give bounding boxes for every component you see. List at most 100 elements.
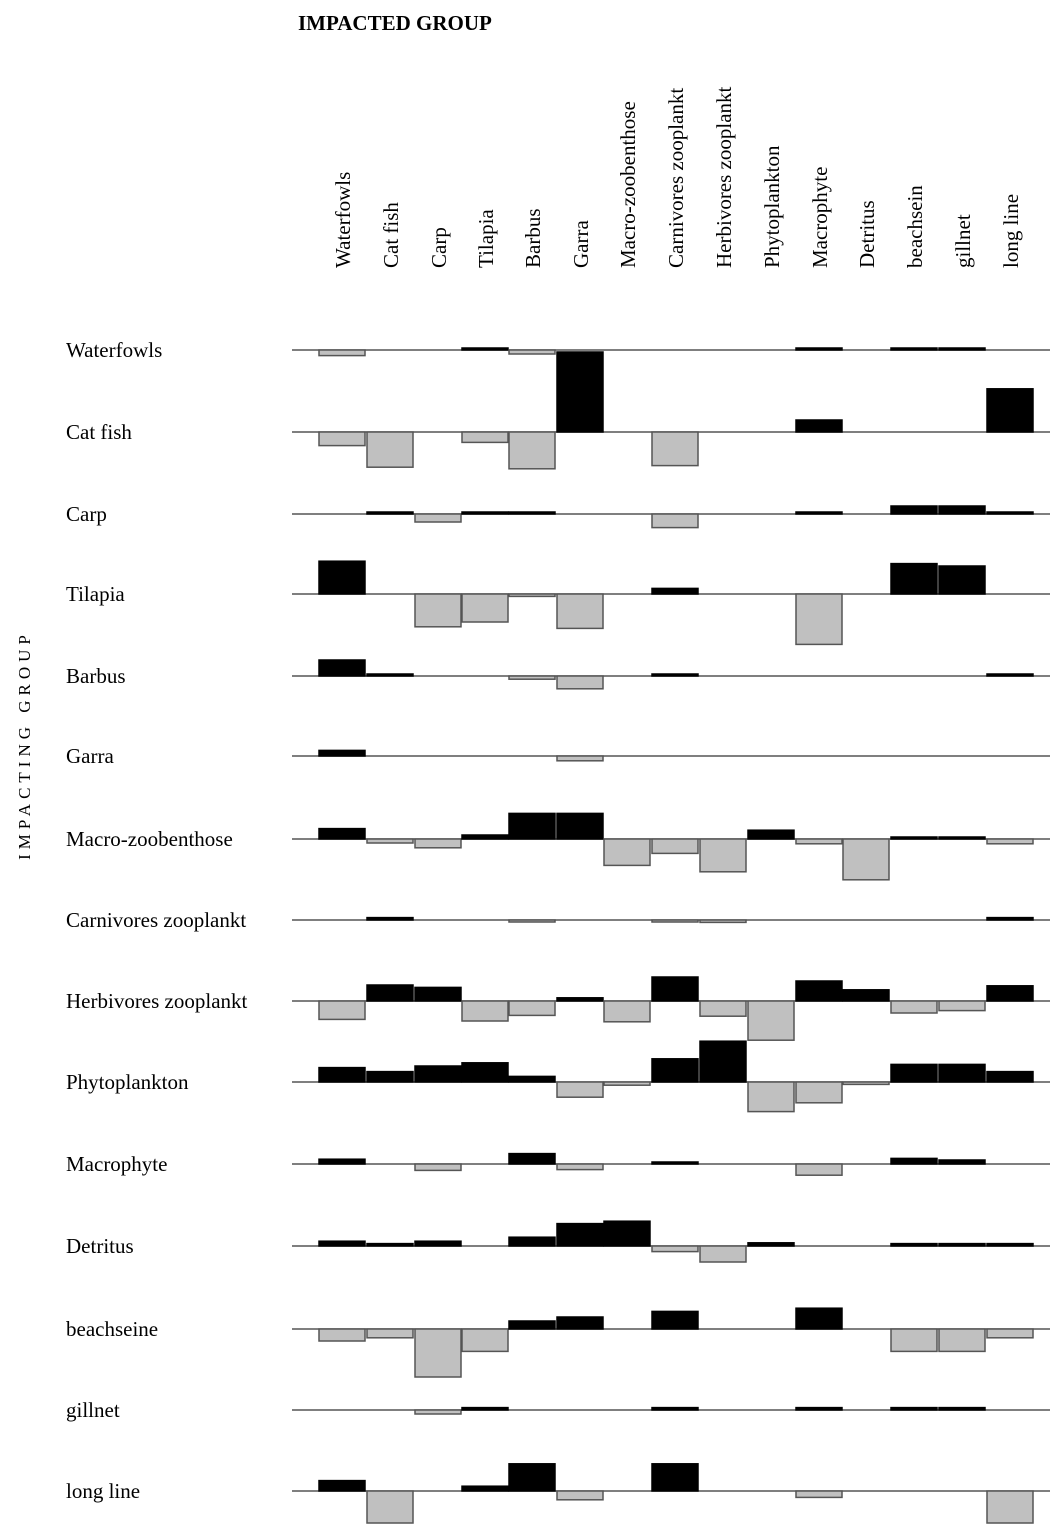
impacting-group-label: Carp xyxy=(66,502,107,526)
negative-impact-bar xyxy=(508,675,556,680)
positive-impact-bar xyxy=(461,834,509,840)
negative-impact-bar xyxy=(318,1328,366,1342)
positive-impact-bar xyxy=(366,673,414,677)
impacting-group-label: Macro-zoobenthose xyxy=(66,827,233,851)
positive-impact-bar xyxy=(651,1161,699,1165)
positive-impact-bar xyxy=(747,1242,795,1247)
positive-impact-bar xyxy=(556,1316,604,1330)
negative-impact-bar xyxy=(414,513,462,523)
positive-impact-bar xyxy=(938,1159,986,1165)
negative-impact-bar xyxy=(603,838,651,867)
negative-impact-bar xyxy=(508,431,556,470)
impacted-group-label: Garra xyxy=(569,220,593,268)
positive-impact-bar xyxy=(795,419,843,433)
negative-impact-bar xyxy=(508,1000,556,1017)
impacting-group-label: Tilapia xyxy=(66,582,125,606)
positive-impact-bar xyxy=(699,1040,747,1083)
negative-impact-bar xyxy=(986,1328,1034,1339)
impacted-group-label: Waterfowls xyxy=(331,172,355,268)
impacting-group-label: gillnet xyxy=(66,1398,120,1422)
positive-impact-bar xyxy=(795,511,843,515)
positive-impact-bar xyxy=(938,1406,986,1411)
positive-impact-bar xyxy=(318,1479,366,1492)
positive-impact-bar xyxy=(508,812,556,840)
positive-impact-bar xyxy=(986,673,1034,677)
negative-impact-bar xyxy=(699,1245,747,1263)
positive-impact-bar xyxy=(651,673,699,677)
positive-impact-bar xyxy=(795,1406,843,1411)
impacting-group-label: Phytoplankton xyxy=(66,1070,189,1094)
negative-impact-bar xyxy=(747,1081,795,1113)
impacted-group-label: Macrophyte xyxy=(808,167,832,268)
negative-impact-bar xyxy=(508,349,556,355)
positive-impact-bar xyxy=(508,1463,556,1492)
negative-impact-bar xyxy=(986,838,1034,845)
negative-impact-bar xyxy=(651,1245,699,1253)
positive-impact-bar xyxy=(366,1070,414,1083)
positive-impact-bar xyxy=(651,1463,699,1492)
positive-impact-bar xyxy=(318,1066,366,1083)
positive-impact-bar xyxy=(986,1242,1034,1247)
positive-impact-bar xyxy=(795,1307,843,1330)
negative-impact-bar xyxy=(366,1490,414,1524)
positive-impact-bar xyxy=(938,1063,986,1083)
negative-impact-bar xyxy=(890,1000,938,1014)
positive-impact-bar xyxy=(508,1320,556,1330)
positive-impact-bar xyxy=(795,980,843,1002)
positive-impact-bar xyxy=(556,351,604,433)
negative-impact-bar xyxy=(556,1163,604,1171)
positive-impact-bar xyxy=(651,1058,699,1083)
impacting-group-label: Cat fish xyxy=(66,420,132,444)
impacting-group-label: Barbus xyxy=(66,664,126,688)
negative-impact-bar xyxy=(842,838,890,881)
negative-impact-bar xyxy=(938,1000,986,1012)
positive-impact-bar xyxy=(366,916,414,921)
impacting-group-label: Carnivores zooplankt xyxy=(66,908,246,932)
negative-impact-bar xyxy=(651,919,699,923)
positive-impact-bar xyxy=(651,976,699,1002)
positive-impact-bar xyxy=(508,1152,556,1165)
impacted-group-label: Phytoplankton xyxy=(760,145,784,268)
negative-impact-bar xyxy=(556,1081,604,1098)
impacting-group-label: Waterfowls xyxy=(66,338,162,362)
positive-impact-bar xyxy=(938,836,986,840)
impacted-group-label: Herbivores zooplankt xyxy=(712,86,736,268)
impacting-group-label: long line xyxy=(66,1479,140,1503)
positive-impact-bar xyxy=(414,1065,462,1083)
negative-impact-bar xyxy=(366,1328,414,1339)
negative-impact-bar xyxy=(556,593,604,630)
positive-impact-bar xyxy=(556,1222,604,1247)
negative-impact-bar xyxy=(651,838,699,855)
negative-impact-bar xyxy=(414,1328,462,1378)
positive-impact-bar xyxy=(603,1220,651,1247)
positive-impact-bar xyxy=(890,1063,938,1083)
negative-impact-bar xyxy=(414,838,462,849)
negative-impact-bar xyxy=(603,1081,651,1086)
positive-impact-bar xyxy=(651,1406,699,1411)
positive-impact-bar xyxy=(461,1406,509,1411)
positive-impact-bar xyxy=(414,1240,462,1247)
negative-impact-bar xyxy=(795,593,843,646)
negative-impact-bar xyxy=(414,1409,462,1415)
negative-impact-bar xyxy=(461,593,509,623)
positive-impact-bar xyxy=(318,560,366,595)
positive-impact-bar xyxy=(795,347,843,351)
positive-impact-bar xyxy=(986,916,1034,921)
negative-impact-bar xyxy=(651,513,699,529)
negative-impact-bar xyxy=(842,1081,890,1086)
negative-impact-bar xyxy=(318,1000,366,1021)
y-axis-title: IMPACTING GROUP xyxy=(15,630,34,860)
positive-impact-bar xyxy=(508,511,556,515)
impacted-group-label: beachsein xyxy=(903,185,927,268)
positive-impact-bar xyxy=(938,505,986,515)
negative-impact-bar xyxy=(890,1328,938,1353)
negative-impact-bar xyxy=(461,1328,509,1353)
positive-impact-bar xyxy=(890,1406,938,1411)
impacted-group-label: Tilapia xyxy=(474,209,498,268)
negative-impact-bar xyxy=(508,919,556,923)
impacted-group-label: Barbus xyxy=(521,209,545,269)
positive-impact-bar xyxy=(890,562,938,595)
impacting-group-label: Macrophyte xyxy=(66,1152,167,1176)
impacting-group-label: Garra xyxy=(66,744,114,768)
